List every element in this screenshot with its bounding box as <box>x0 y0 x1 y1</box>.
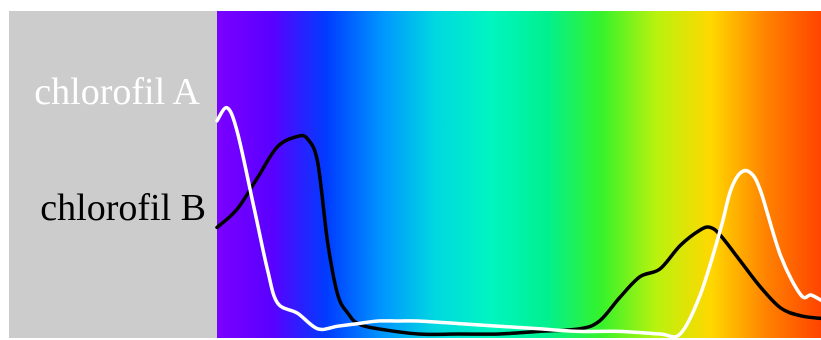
series-line-chlorofil-a <box>215 106 821 339</box>
label-panel <box>9 11 217 338</box>
spectrum-background <box>217 11 821 338</box>
legend-label-chlorofil-a: chlorofil A <box>34 71 200 113</box>
series-layer <box>215 106 821 339</box>
series-line-chlorofil-b <box>215 133 821 337</box>
legend-label-chlorofil-b: chlorofil B <box>40 187 206 229</box>
